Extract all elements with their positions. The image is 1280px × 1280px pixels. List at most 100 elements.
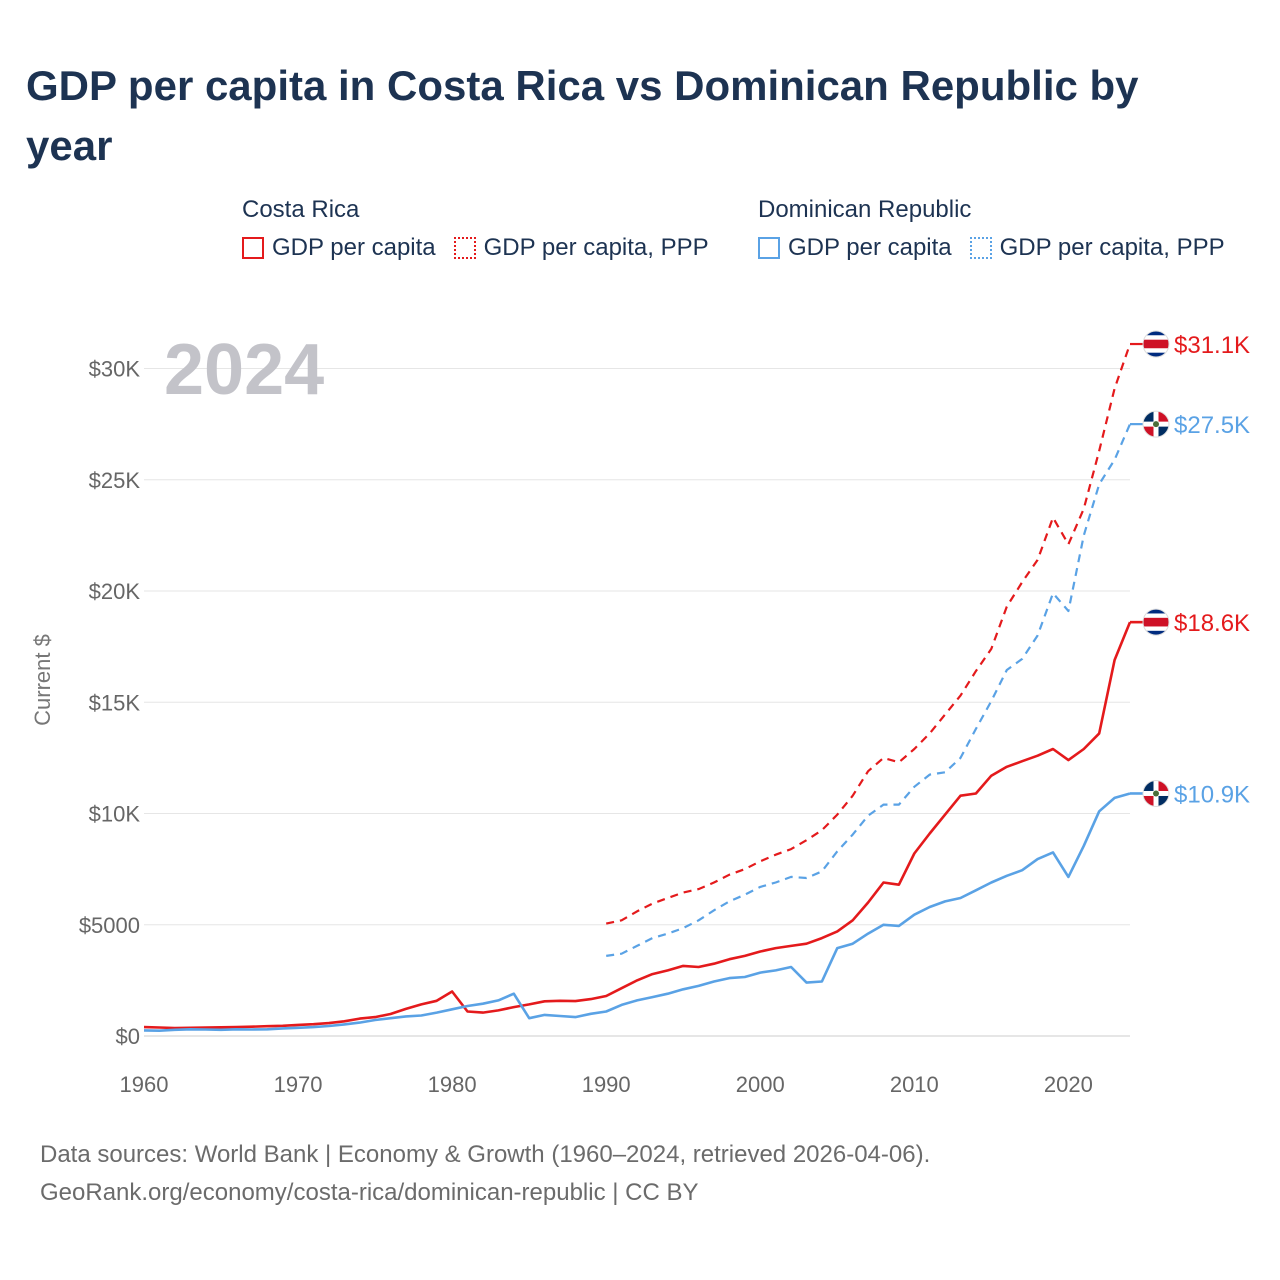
data-point <box>1113 659 1116 662</box>
data-point <box>667 992 670 995</box>
data-point <box>867 932 870 935</box>
data-point <box>1052 592 1055 595</box>
series-end-value-label: $31.1K <box>1174 332 1250 359</box>
x-tick-label: 1990 <box>582 1072 631 1097</box>
series-line-2 <box>143 792 1131 1032</box>
data-point <box>389 1013 392 1016</box>
data-point <box>821 937 824 940</box>
data-point <box>420 1014 423 1017</box>
data-point <box>405 1015 408 1018</box>
line-chart: $0 $5000 $10K $15K $20K $25K $30K 1960 1970 1980 1… <box>30 330 1250 1097</box>
data-point <box>851 833 854 836</box>
x-tick-label: 1980 <box>428 1072 477 1097</box>
data-point <box>882 923 885 926</box>
data-point <box>374 1016 377 1019</box>
data-point <box>636 999 639 1002</box>
data-point <box>990 648 993 651</box>
data-point <box>898 761 901 764</box>
data-point <box>1067 543 1070 546</box>
series-points-1 <box>605 343 1131 925</box>
data-point <box>435 1000 438 1003</box>
data-point <box>559 1015 562 1018</box>
chart-title: GDP per capita in Costa Rica vs Dominica… <box>26 62 1139 169</box>
data-point <box>559 1000 562 1003</box>
data-point <box>220 1028 223 1031</box>
data-point <box>1067 610 1070 613</box>
data-point <box>1036 559 1039 562</box>
data-point <box>651 996 654 999</box>
data-point <box>297 1024 300 1027</box>
data-point <box>851 942 854 945</box>
data-point <box>620 987 623 990</box>
data-point <box>1082 844 1085 847</box>
data-point <box>975 792 978 795</box>
costa-rica-flag-icon <box>1142 330 1170 358</box>
data-point <box>343 1023 346 1026</box>
data-point <box>312 1026 315 1029</box>
data-point <box>297 1026 300 1029</box>
data-point <box>836 947 839 950</box>
y-axis-title: Current $ <box>30 634 55 726</box>
data-point <box>667 932 670 935</box>
legend-item-cr-gdp[interactable]: GDP per capita <box>242 234 436 262</box>
data-point <box>605 995 608 998</box>
data-point <box>281 1027 284 1030</box>
y-tick-label: $5000 <box>79 913 140 938</box>
data-point <box>682 988 685 991</box>
data-point <box>882 757 885 760</box>
data-point <box>774 947 777 950</box>
legend-item-label: GDP per capita, PPP <box>483 234 709 261</box>
legend-item-label: GDP per capita <box>788 234 952 261</box>
data-point <box>389 1017 392 1020</box>
data-point <box>790 966 793 969</box>
x-tick-label: 1970 <box>274 1072 323 1097</box>
legend-item-dr-gdp[interactable]: GDP per capita <box>758 234 952 262</box>
data-point <box>1098 732 1101 735</box>
x-tick-label: 2020 <box>1044 1072 1093 1097</box>
data-point <box>1098 483 1101 486</box>
data-point <box>405 1008 408 1011</box>
data-point <box>774 969 777 972</box>
data-point <box>744 976 747 979</box>
legend-item-dr-gdp-ppp[interactable]: GDP per capita, PPP <box>969 234 1225 262</box>
data-point <box>374 1019 377 1022</box>
legend-group-dominican-republic: Dominican Republic GDP per capita GDP pe… <box>758 194 1243 262</box>
y-tick-label: $30K <box>89 357 141 382</box>
data-point <box>266 1028 269 1031</box>
data-point <box>143 1029 146 1032</box>
data-point <box>821 980 824 983</box>
data-point <box>1052 851 1055 854</box>
data-point <box>728 873 731 876</box>
data-point <box>928 773 931 776</box>
data-point <box>143 1026 146 1029</box>
legend-country-label: Dominican Republic <box>758 196 972 223</box>
legend-item-label: GDP per capita <box>272 234 436 261</box>
data-point <box>744 955 747 958</box>
data-point <box>543 1014 546 1017</box>
data-point <box>451 1008 454 1011</box>
x-tick-label: 1960 <box>120 1072 169 1097</box>
data-point <box>990 700 993 703</box>
data-point <box>774 881 777 884</box>
series-end-value-label: $10.9K <box>1174 781 1250 808</box>
data-point <box>312 1023 315 1026</box>
data-point <box>328 1022 331 1025</box>
data-point <box>1082 507 1085 510</box>
data-point <box>898 925 901 928</box>
legend-swatch-solid-icon <box>242 237 264 259</box>
legend-item-cr-gdp-ppp[interactable]: GDP per capita, PPP <box>453 234 709 262</box>
data-point <box>1067 876 1070 879</box>
data-point <box>482 1011 485 1014</box>
data-point <box>851 794 854 797</box>
footer-attribution: GeoRank.org/economy/costa-rica/dominican… <box>40 1179 699 1206</box>
data-point <box>1005 669 1008 672</box>
data-point <box>651 937 654 940</box>
data-point <box>667 969 670 972</box>
data-point <box>682 927 685 930</box>
data-point <box>1005 605 1008 608</box>
data-point <box>1082 534 1085 537</box>
data-point <box>1082 748 1085 751</box>
data-point <box>251 1028 254 1031</box>
footer-sources: Data sources: World Bank | Economy & Gro… <box>40 1141 931 1168</box>
data-point <box>1005 875 1008 878</box>
